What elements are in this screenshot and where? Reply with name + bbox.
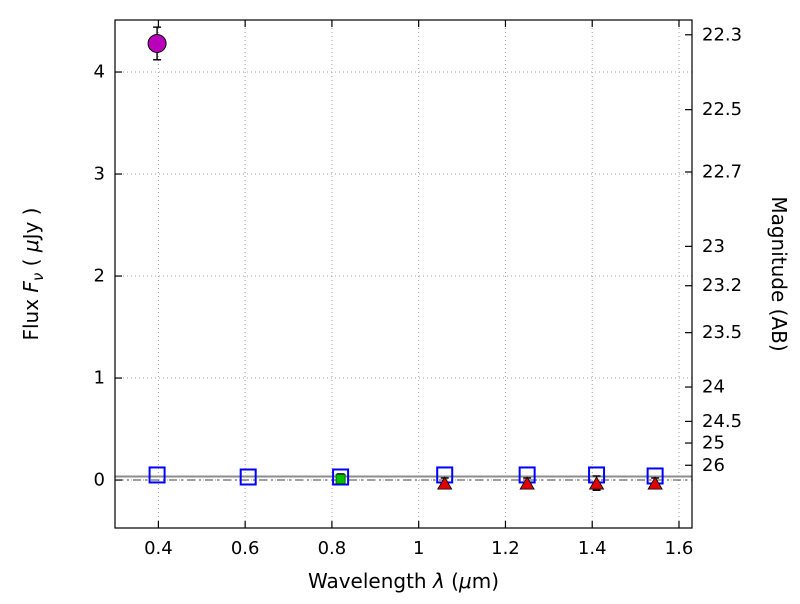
data-point-red-detection-triangles xyxy=(647,476,663,490)
x-tick-label: 0.8 xyxy=(318,538,347,559)
y-tick-label-left: 0 xyxy=(94,470,105,491)
axis-label-part: μ xyxy=(458,569,472,593)
data-point-blue-limit-squares xyxy=(332,468,350,486)
y-tick-label-right: 24 xyxy=(702,377,725,398)
y-tick-label-right: 24.5 xyxy=(702,411,742,432)
y-axis-label-right: Magnitude (AB) xyxy=(767,196,791,351)
y-tick-label-right: 26 xyxy=(702,455,725,476)
axis-label-part: Flux xyxy=(19,293,43,341)
y-tick-label-right: 22.3 xyxy=(702,24,742,45)
x-axis-label: Wavelength λ (μm) xyxy=(308,569,499,593)
y-tick-label-right: 22.7 xyxy=(702,161,742,182)
y-tick-label-right: 23.5 xyxy=(702,322,742,343)
x-tick-label: 1.2 xyxy=(491,538,520,559)
data-point-blue-limit-squares xyxy=(148,466,166,484)
y-tick-label-left: 2 xyxy=(94,266,105,287)
y-tick-label-right: 23.2 xyxy=(702,275,742,296)
y-tick-label-right: 22.5 xyxy=(702,99,742,120)
axis-label-part: Wavelength xyxy=(308,569,433,593)
axis-label-part: μ xyxy=(19,239,43,253)
data-point-blue-limit-squares xyxy=(239,468,257,486)
data-point-green-detection-square xyxy=(335,474,346,485)
x-tick-label: 0.6 xyxy=(231,538,260,559)
y-tick-label-right: 23 xyxy=(702,236,725,257)
y-tick-label-left: 4 xyxy=(94,62,105,83)
axis-label-part: ( xyxy=(19,252,43,273)
y-tick-label-left: 1 xyxy=(94,368,105,389)
axis-label-part: Jy ) xyxy=(19,207,43,241)
data-point-red-detection-triangles xyxy=(519,476,535,490)
axis-label-part: λ xyxy=(432,569,445,593)
data-point-red-detection-triangles xyxy=(437,476,453,490)
axes-frame xyxy=(114,19,693,529)
axis-label-part: m) xyxy=(472,569,499,593)
data-point-magenta-detection-circle xyxy=(147,33,167,53)
y-axis-label-left: Flux Fν ( μJy ) xyxy=(19,207,47,340)
x-tick-label: 0.4 xyxy=(144,538,173,559)
data-point-red-detection-triangles xyxy=(588,476,605,490)
y-tick-label-left: 3 xyxy=(94,164,105,185)
x-tick-label: 1.4 xyxy=(578,538,607,559)
x-tick-label: 1 xyxy=(413,538,424,559)
y-tick-label-right: 25 xyxy=(702,433,725,454)
axis-label-part: ( xyxy=(445,569,459,593)
axis-label-part: F xyxy=(19,281,43,293)
x-tick-label: 1.6 xyxy=(665,538,694,559)
plot-area xyxy=(115,20,692,528)
axis-label-part: ν xyxy=(29,273,47,281)
